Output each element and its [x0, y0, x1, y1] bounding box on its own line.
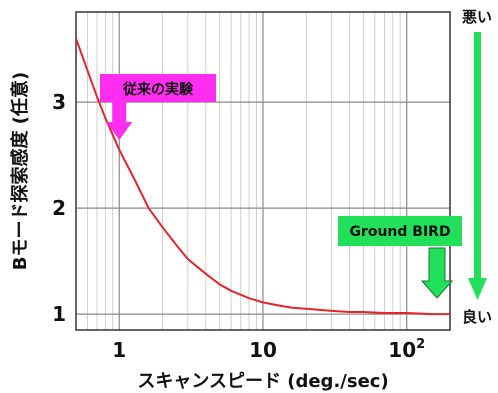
y-axis-label: Bモード探索感度 (任意) [9, 72, 31, 270]
side-scale: 悪い 良い [462, 8, 492, 326]
side-scale-top-label: 悪い [462, 8, 492, 26]
annotation-text: Ground BIRD [349, 224, 450, 240]
x-tick-label: 102 [388, 337, 425, 362]
x-axis-label: スキャンスピード (deg./sec) [137, 371, 388, 392]
grid-lines [75, 12, 451, 330]
y-tick-label: 1 [52, 302, 66, 326]
annotation-text: 従来の実験 [122, 81, 194, 98]
arrow-down-icon [420, 247, 454, 299]
plot-frame [75, 11, 451, 331]
x-tick-label: 1 [112, 338, 126, 362]
side-scale-arrow-icon [468, 32, 487, 300]
x-tick-label: 10 [249, 338, 277, 362]
annotation-box [338, 216, 462, 246]
annotations: 従来の実験 Ground BIRD [100, 74, 462, 299]
y-tick-label: 3 [52, 90, 66, 114]
arrow-down-icon [106, 102, 133, 140]
annotation-box [100, 74, 216, 102]
annotation-ground-bird: Ground BIRD [338, 216, 462, 299]
x-tick-labels: 1 10 102 [112, 337, 425, 362]
y-tick-label: 2 [52, 196, 66, 220]
y-tick-labels: 1 2 3 [52, 90, 66, 326]
plot-area [75, 11, 451, 331]
side-scale-bottom-label: 良い [462, 308, 492, 326]
series-layer [76, 38, 450, 316]
series-line [76, 38, 450, 316]
annotation-conventional: 従来の実験 [100, 74, 216, 140]
